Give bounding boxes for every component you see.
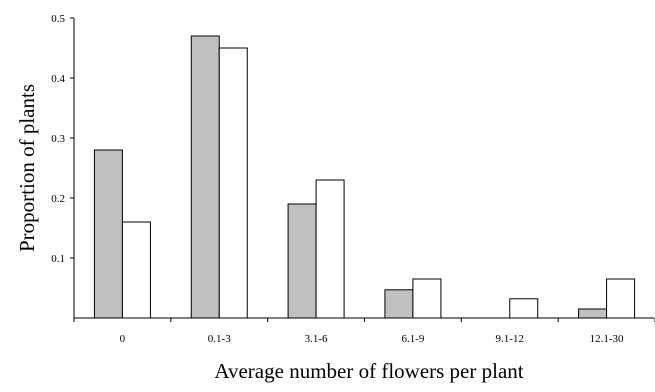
x-tick-label: 0.1-3 [208, 333, 231, 345]
x-tick-label: 9.1-12 [496, 333, 524, 345]
bars [93, 35, 636, 319]
x-tick-label: 12.1-30 [590, 333, 624, 345]
x-tick-label: 6.1-9 [401, 333, 424, 345]
bar-series-2 [412, 278, 442, 319]
bar-series-2 [315, 179, 345, 319]
y-tick-label: 0.4 [51, 73, 65, 85]
y-tick-label: 0.5 [51, 13, 65, 25]
y-axis-title: Proportion of plants [15, 84, 39, 252]
bar-series-2 [509, 298, 539, 319]
axes [70, 17, 655, 322]
x-axis-title: Average number of flowers per plant [214, 359, 523, 383]
bar-series-1 [93, 149, 123, 319]
y-tick-label: 0.1 [51, 253, 65, 265]
y-tick-label: 0.2 [51, 193, 65, 205]
bar-series-1 [578, 308, 608, 319]
bar-series-1 [384, 289, 414, 319]
bar-series-1 [287, 203, 317, 319]
x-tick-label: 3.1-6 [305, 333, 328, 345]
tick-labels: 0.1 0.2 0.3 0.4 0.5 0 0.1-3 3.1-6 6.1-9 9.1-12 12.… [51, 13, 624, 345]
bar-series-2 [606, 278, 636, 319]
bar-series-2 [121, 221, 151, 319]
x-tick-label: 0 [120, 333, 126, 345]
bar-series-1 [190, 35, 220, 319]
y-tick-label: 0.3 [51, 133, 65, 145]
bar-series-2 [218, 47, 248, 319]
